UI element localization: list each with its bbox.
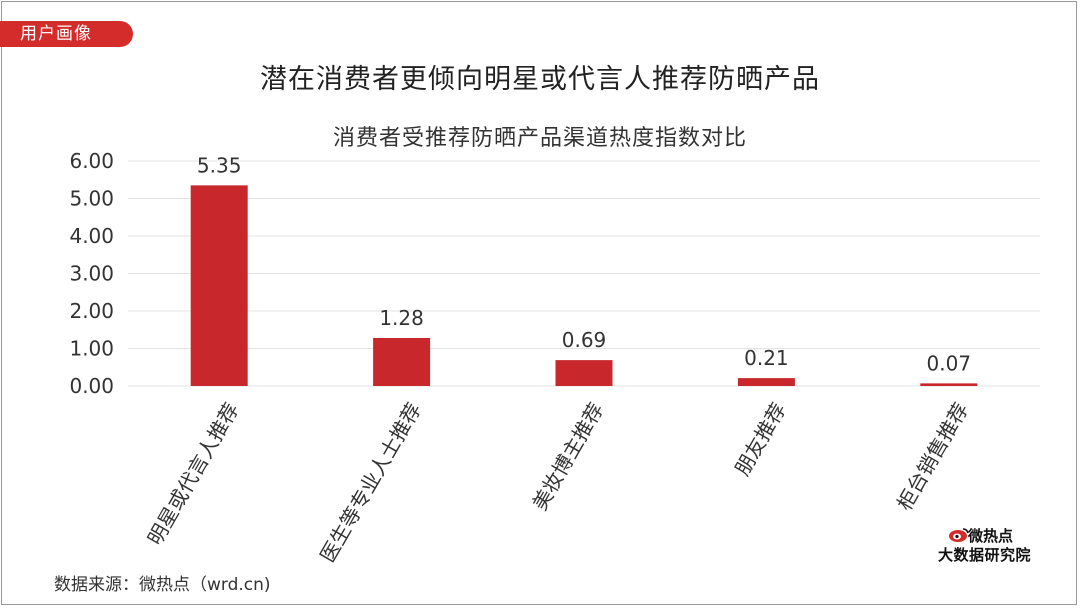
section-tag: 用户画像: [0, 21, 133, 47]
data-label: 1.28: [379, 306, 424, 330]
chart-title: 消费者受推荐防晒产品渠道热度指数对比: [332, 126, 747, 151]
data-label: 0.07: [927, 351, 972, 375]
category-label: 明星或代言人推荐: [143, 399, 244, 550]
y-tick-label: 0.00: [69, 374, 114, 398]
category-label: 美妆博主推荐: [528, 399, 609, 515]
data-label: 0.69: [562, 328, 607, 352]
page-title: 潜在消费者更倾向明星或代言人推荐防晒产品: [260, 64, 820, 95]
category-label: 柜台销售推荐: [892, 399, 973, 515]
bar: [190, 185, 248, 386]
category-label: 朋友推荐: [730, 399, 791, 480]
logo-line2: 大数据研究院: [938, 546, 1032, 564]
bar: [737, 378, 795, 386]
y-tick-label: 4.00: [69, 224, 114, 248]
category-label: 医生等专业人士推荐: [315, 398, 426, 566]
data-label: 0.21: [744, 346, 789, 370]
data-label: 5.35: [197, 153, 242, 177]
y-tick-label: 6.00: [69, 149, 114, 173]
weirediandian-logo: 微热点 大数据研究院: [938, 525, 1048, 565]
logo-line1: 微热点: [968, 527, 1014, 545]
bar: [373, 338, 431, 386]
weibo-eye-icon: [949, 528, 969, 542]
bar: [555, 360, 613, 386]
y-tick-label: 3.00: [69, 262, 114, 286]
y-tick-label: 1.00: [69, 337, 114, 361]
data-source: 数据来源：微热点（wrd.cn): [54, 575, 271, 595]
y-tick-label: 5.00: [69, 187, 114, 211]
bar: [920, 383, 978, 386]
y-tick-label: 2.00: [69, 299, 114, 323]
